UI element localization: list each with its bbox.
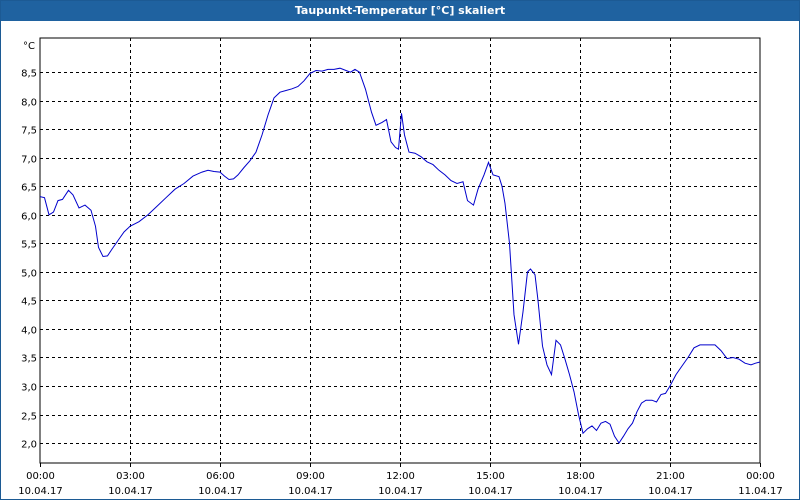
- y-tick-label: 4,5: [21, 297, 37, 308]
- series-line: [39, 67, 761, 444]
- y-tick-label: 6,0: [21, 212, 37, 223]
- x-tick-time: 15:00: [476, 471, 505, 482]
- x-tick-time: 00:00: [26, 471, 55, 482]
- y-tick-label: 7,5: [21, 126, 37, 137]
- x-tick-time: 21:00: [656, 471, 685, 482]
- x-tick-time: 00:00: [746, 471, 775, 482]
- unit-label: °C: [23, 41, 35, 52]
- x-tick-date: 10.04.17: [378, 486, 423, 497]
- x-tick-date: 10.04.17: [18, 486, 63, 497]
- y-tick-label: 2,0: [21, 440, 37, 451]
- y-tick-label: 4,0: [21, 326, 37, 337]
- y-tick-label: 3,0: [21, 383, 37, 394]
- x-tick-time: 18:00: [566, 471, 595, 482]
- y-tick-label: 2,5: [21, 412, 37, 423]
- y-tick-label: 6,5: [21, 183, 37, 194]
- x-tick-date: 10.04.17: [288, 486, 333, 497]
- x-axis: 00:00 10.04.17 03:00 10.04.17 06:00 10.04.17 0…: [18, 463, 783, 497]
- y-tick-label: 8,5: [21, 69, 37, 80]
- y-tick-label: 3,5: [21, 354, 37, 365]
- x-tick-time: 12:00: [386, 471, 415, 482]
- y-tick-label: 7,0: [21, 155, 37, 166]
- y-tick-label: 5,5: [21, 240, 37, 251]
- x-tick-date: 10.04.17: [468, 486, 513, 497]
- y-axis: 2,0 2,5 3,0 3,5 4,0 4,5 5,0 5,5 6,0 6,5 7,0 7,5 8,0 8…: [21, 69, 37, 451]
- x-tick-date: 10.04.17: [648, 486, 693, 497]
- y-tick-label: 5,0: [21, 269, 37, 280]
- x-tick-time: 06:00: [206, 471, 235, 482]
- x-tick-date: 11.04.17: [738, 486, 783, 497]
- grid: [39, 37, 761, 464]
- y-tick-label: 8,0: [21, 98, 37, 109]
- x-tick-time: 03:00: [116, 471, 145, 482]
- x-tick-date: 10.04.17: [108, 486, 153, 497]
- x-tick-date: 10.04.17: [198, 486, 243, 497]
- plot-area: [39, 67, 761, 444]
- x-tick-date: 10.04.17: [558, 486, 603, 497]
- x-tick-time: 09:00: [296, 471, 325, 482]
- window-title: Taupunkt-Temperatur [°C] skaliert: [1, 1, 799, 21]
